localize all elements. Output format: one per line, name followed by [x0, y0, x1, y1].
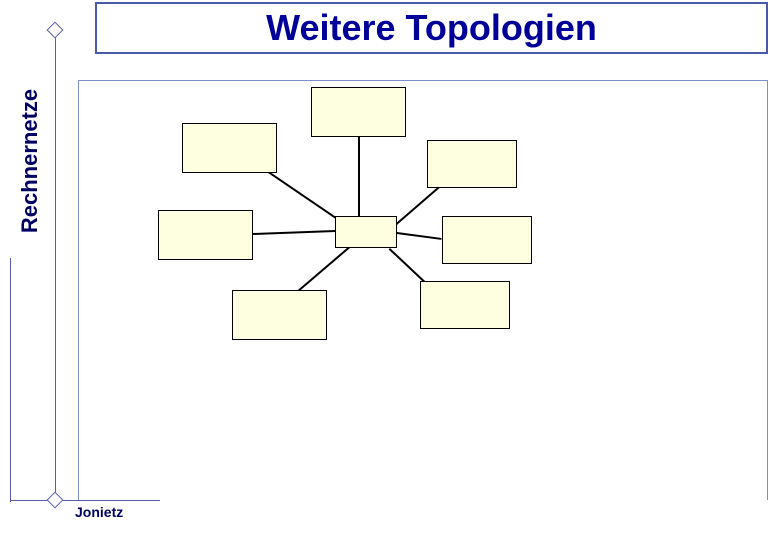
slide-title: Weitere Topologien [266, 7, 597, 49]
hub-node [335, 216, 397, 248]
side-label: Rechnernetze [17, 81, 43, 241]
node-upper-left [182, 123, 277, 173]
decor-vline-2 [10, 258, 11, 502]
edge-0 [358, 137, 360, 216]
decor-vline-1 [55, 30, 56, 500]
decor-hline-1 [10, 500, 160, 501]
node-upper-right [427, 140, 517, 188]
node-lower-right [420, 281, 510, 329]
slide-title-box: Weitere Topologien [95, 2, 768, 54]
decor-diamond-1 [47, 22, 64, 39]
node-right [442, 216, 532, 264]
decor-diamond-2 [47, 492, 64, 509]
node-top [311, 87, 406, 137]
node-bottom [232, 290, 327, 340]
footer-author: Jonietz [75, 504, 123, 520]
node-left [158, 210, 253, 260]
